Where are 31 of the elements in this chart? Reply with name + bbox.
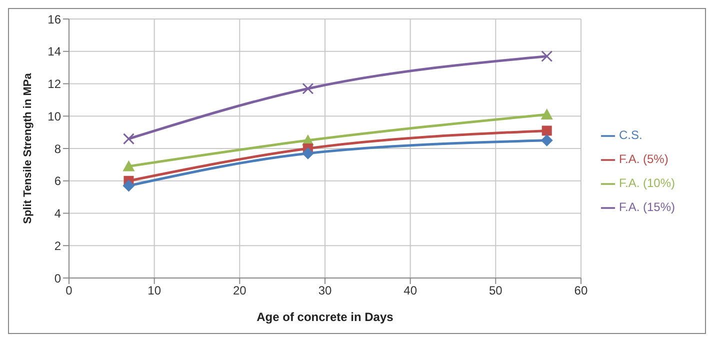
y-tick-label: 6 — [54, 174, 62, 188]
y-axis-title: Split Tensile Strength in MPa — [22, 72, 34, 224]
y-tick-label: 0 — [54, 271, 62, 286]
x-axis-title: Age of concrete in Days — [256, 310, 394, 324]
point — [302, 82, 314, 94]
point — [122, 133, 134, 145]
point — [302, 147, 314, 160]
legend-label: C.S. — [618, 128, 642, 142]
x-tick-label: 0 — [66, 284, 73, 298]
legend-label: F.A. (15%) — [618, 200, 675, 214]
y-tick-label: 16 — [48, 12, 62, 26]
point — [122, 180, 135, 192]
x-tick-label: 60 — [574, 284, 588, 298]
x-tick-label: 40 — [404, 284, 418, 298]
y-tick-label: 4 — [54, 206, 62, 221]
legend-label: F.A. (10%) — [618, 176, 675, 190]
y-tick-label: 2 — [54, 238, 62, 253]
x-tick-label: 30 — [318, 284, 332, 298]
legend-label: F.A. (5%) — [618, 152, 668, 166]
point — [541, 50, 553, 62]
x-tick-label: 20 — [232, 284, 247, 298]
point — [542, 126, 552, 136]
x-tick-label: 50 — [488, 284, 503, 298]
y-tick-label: 8 — [54, 142, 62, 156]
x-tick-label: 10 — [148, 284, 162, 298]
y-tick-label: 10 — [48, 109, 62, 124]
point — [540, 108, 553, 120]
point — [540, 134, 553, 146]
y-tick-label: 12 — [48, 77, 62, 92]
y-tick-label: 14 — [48, 44, 62, 59]
point — [122, 160, 135, 172]
